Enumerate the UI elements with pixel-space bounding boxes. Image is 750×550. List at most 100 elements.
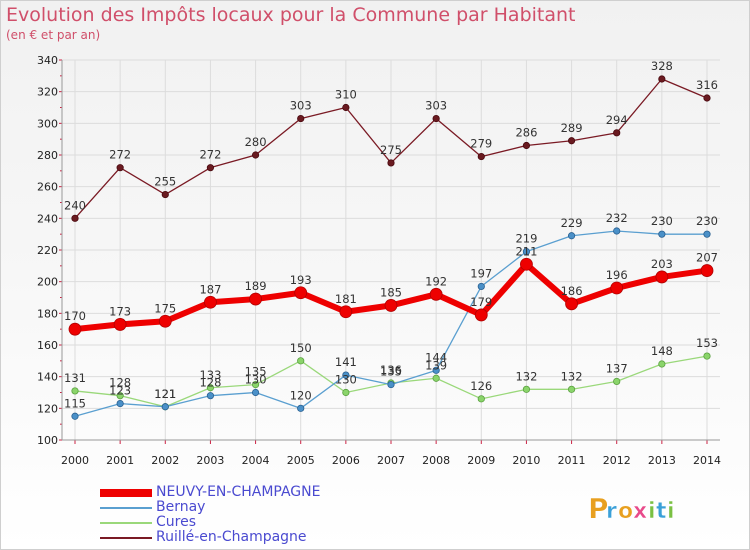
x-tick-label: 2007 (377, 454, 405, 467)
data-point-ruille-en-champagne (613, 129, 621, 137)
legend-label: NEUVY-EN-CHAMPAGNE (156, 484, 321, 500)
data-label-ruille-en-champagne: 272 (199, 148, 221, 162)
data-label-bernay: 219 (515, 232, 537, 246)
legend-swatch (100, 522, 152, 524)
data-point-bernay (432, 366, 440, 374)
legend-item-bernay: Bernay (100, 499, 420, 515)
data-label-neuvy-en-champagne: 203 (651, 257, 673, 271)
y-tick-label: 340 (37, 54, 58, 67)
y-tick-label: 120 (37, 402, 58, 415)
data-point-neuvy-en-champagne (249, 292, 262, 306)
data-label-ruille-en-champagne: 286 (515, 126, 537, 140)
data-point-bernay (522, 247, 531, 256)
data-point-neuvy-en-champagne (610, 281, 624, 295)
legend-swatch (100, 537, 152, 539)
x-tick-label: 2009 (467, 454, 495, 467)
data-label-cures: 121 (154, 387, 176, 401)
data-point-cures (522, 385, 531, 393)
data-labels: 131 128 121 133 135 150 130 136 139 126 132 132 137 1… (64, 59, 718, 410)
data-point-ruille-en-champagne (387, 159, 395, 167)
data-point-ruille-en-champagne (477, 152, 485, 161)
data-point-bernay (567, 232, 576, 240)
data-label-bernay: 232 (606, 211, 628, 225)
x-tick-label: 2002 (151, 454, 179, 467)
data-label-ruille-en-champagne: 316 (696, 78, 718, 92)
grid (62, 59, 720, 441)
y-tick-label: 200 (37, 276, 58, 289)
series-layer (68, 75, 714, 420)
data-point-cures (567, 385, 576, 393)
data-point-ruille-en-champagne (251, 151, 260, 159)
data-point-ruille-en-champagne (116, 164, 124, 172)
data-label-neuvy-en-champagne: 207 (696, 251, 718, 265)
data-label-cures: 148 (651, 344, 673, 358)
x-tick-label: 2004 (242, 454, 270, 467)
data-point-bernay (342, 371, 350, 379)
data-point-neuvy-en-champagne (204, 295, 217, 309)
legend-swatch (100, 507, 152, 509)
data-point-cures (251, 380, 260, 389)
data-label-ruille-en-champagne: 255 (154, 175, 176, 189)
data-label-cures: 139 (425, 358, 447, 372)
x-tick-label: 2012 (603, 454, 631, 467)
y-tick-label: 220 (37, 244, 58, 257)
data-point-bernay (161, 403, 169, 411)
legend-label: Bernay (156, 499, 206, 515)
data-point-cures (116, 392, 124, 400)
data-point-bernay (251, 388, 260, 397)
data-label-ruille-en-champagne: 272 (109, 148, 131, 162)
y-tick-label: 300 (37, 117, 58, 130)
data-label-neuvy-en-champagne: 192 (425, 274, 447, 288)
y-tick-label: 140 (37, 371, 58, 384)
svg-text:x: x (633, 499, 647, 524)
data-label-neuvy-en-champagne: 189 (245, 279, 267, 293)
data-label-cures: 128 (109, 376, 131, 390)
data-point-cures (71, 387, 79, 395)
x-tick-label: 2005 (287, 454, 315, 467)
data-point-bernay (116, 399, 124, 408)
legend-item-ruille-en-champagne: Ruillé-en-Champagne (100, 529, 420, 545)
data-label-neuvy-en-champagne: 186 (561, 284, 583, 298)
data-point-cures (703, 352, 711, 360)
data-point-ruille-en-champagne (567, 137, 576, 145)
data-point-bernay (71, 412, 79, 420)
data-point-bernay (206, 392, 215, 400)
svg-text:o: o (618, 499, 633, 524)
data-label-ruille-en-champagne: 303 (425, 99, 447, 113)
data-point-neuvy-en-champagne (520, 257, 533, 271)
data-point-bernay (658, 230, 666, 238)
data-point-ruille-en-champagne (71, 214, 79, 222)
data-label-bernay: 230 (651, 214, 673, 228)
proxiti-logo: Pr o x i t i (588, 492, 675, 526)
data-label-bernay: 229 (561, 216, 583, 230)
data-label-bernay: 123 (109, 384, 131, 398)
data-label-neuvy-en-champagne: 175 (154, 301, 176, 315)
y-tick-label: 320 (37, 86, 58, 99)
data-point-neuvy-en-champagne (158, 314, 172, 328)
data-point-neuvy-en-champagne (474, 308, 488, 322)
data-label-cures: 135 (245, 365, 267, 379)
data-point-cures (613, 377, 621, 386)
data-label-cures: 131 (64, 371, 86, 385)
x-tick-label: 2006 (332, 454, 360, 467)
data-label-cures: 136 (380, 363, 402, 377)
y-tick-label: 160 (37, 339, 58, 352)
svg-text:i: i (667, 499, 675, 524)
data-label-bernay: 141 (335, 355, 357, 369)
x-tick-label: 2011 (558, 454, 586, 467)
data-point-ruille-en-champagne (206, 164, 215, 172)
svg-text:r: r (606, 499, 617, 524)
data-label-ruille-en-champagne: 240 (64, 198, 86, 212)
data-label-bernay: 230 (696, 214, 718, 228)
data-label-bernay: 115 (64, 396, 86, 410)
axes: 100 120 140 160 180 200 220 240 260 280 300 320 340 2… (37, 54, 721, 467)
data-point-ruille-en-champagne (658, 75, 666, 83)
data-point-cures (206, 384, 215, 392)
x-tick-label: 2013 (648, 454, 676, 467)
data-label-bernay: 121 (154, 387, 176, 401)
data-point-ruille-en-champagne (297, 114, 305, 123)
data-point-ruille-en-champagne (432, 114, 440, 123)
data-label-cures: 137 (606, 361, 628, 375)
legend: NEUVY-EN-CHAMPAGNE Bernay Cures Ruillé-en-C… (100, 484, 420, 545)
chart-title: Evolution des Impôts locaux pour la Comm… (6, 4, 576, 26)
